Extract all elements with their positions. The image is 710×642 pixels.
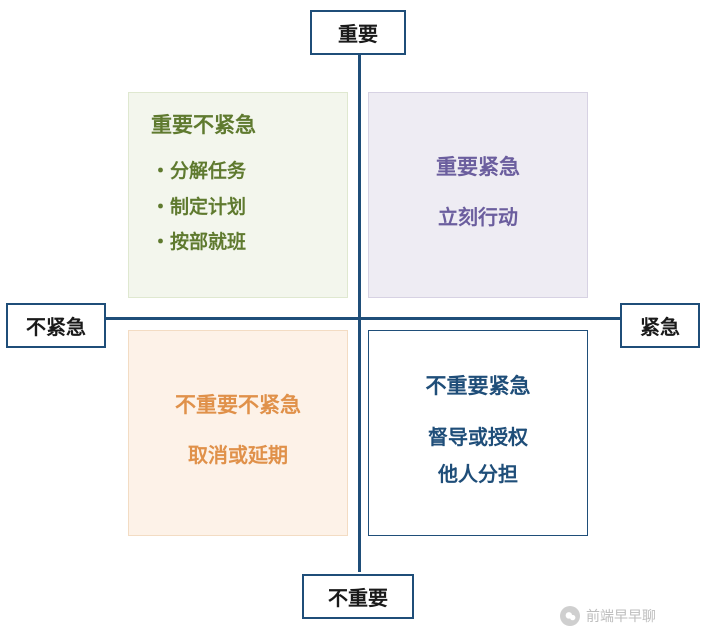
- axis-label-bottom: 不重要: [302, 574, 414, 619]
- eisenhower-matrix: 重要不紧急 ・分解任务 ・制定计划 ・按部就班 重要紧急 立刻行动 不重要不紧急…: [0, 0, 710, 642]
- wechat-icon: [560, 606, 580, 626]
- quadrant-body: 取消或延期: [188, 438, 288, 475]
- quadrant-title: 不重要紧急: [426, 372, 531, 401]
- axis-vertical: [358, 54, 361, 572]
- axis-label-right: 紧急: [620, 303, 700, 348]
- quadrant-title: 重要紧急: [436, 153, 520, 182]
- quadrant-important-urgent: 重要紧急 立刻行动: [368, 92, 588, 298]
- quadrant-not-important-urgent: 不重要紧急 督导或授权 他人分担: [368, 330, 588, 536]
- quadrant-not-important-not-urgent: 不重要不紧急 取消或延期: [128, 330, 348, 536]
- watermark-text: 前端早早聊: [586, 606, 656, 626]
- quadrant-title: 不重要不紧急: [175, 391, 301, 420]
- axis-horizontal: [80, 317, 650, 320]
- axis-label-top: 重要: [310, 10, 406, 55]
- quadrant-title: 重要不紧急: [151, 111, 331, 140]
- axis-label-left: 不紧急: [6, 303, 106, 348]
- quadrant-body: 立刻行动: [438, 200, 518, 237]
- quadrant-body: 督导或授权 他人分担: [428, 420, 528, 494]
- watermark: 前端早早聊: [560, 606, 656, 626]
- quadrant-body: ・分解任务 ・制定计划 ・按部就班: [151, 154, 331, 259]
- quadrant-important-not-urgent: 重要不紧急 ・分解任务 ・制定计划 ・按部就班: [128, 92, 348, 298]
